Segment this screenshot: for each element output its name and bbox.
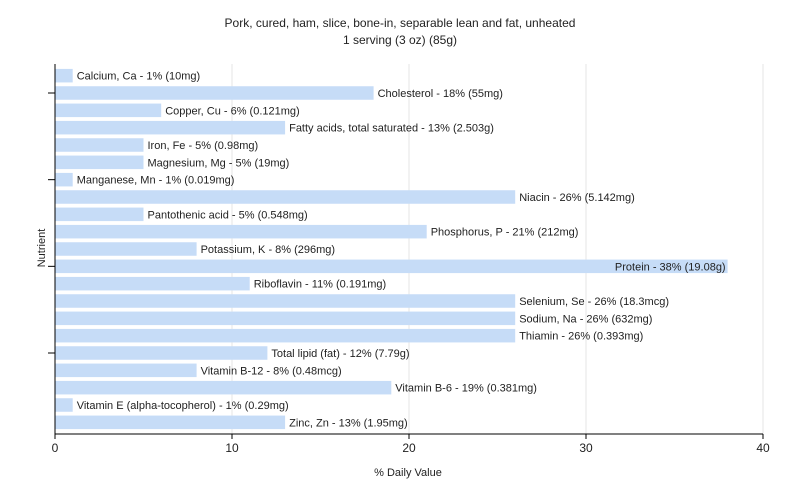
bar (55, 120, 286, 135)
bar-label: Zinc, Zn - 13% (1.95mg) (289, 417, 408, 429)
bar (55, 155, 144, 170)
bar-label: Niacin - 26% (5.142mg) (519, 192, 635, 204)
bar-label: Cholesterol - 18% (55mg) (378, 88, 503, 100)
bar (55, 276, 250, 291)
grid-lines (231, 64, 764, 434)
bar (55, 346, 268, 360)
bar-label: Potassium, K - 8% (296mg) (201, 244, 336, 256)
bar (55, 328, 516, 343)
bar-label: Iron, Fe - 5% (0.98mg) (148, 140, 259, 152)
x-tick-label: 20 (402, 441, 416, 455)
bar (55, 363, 197, 378)
x-tick-label: 0 (52, 441, 59, 455)
x-tick-label: 30 (579, 441, 593, 455)
axes-group (48, 64, 764, 439)
bar-label: Sodium, Na - 26% (632mg) (519, 313, 652, 325)
x-tick-labels: 0 10 20 30 40 (52, 441, 770, 455)
bar-label: Selenium, Se - 26% (18.3mcg) (519, 296, 669, 308)
x-axis-label: % Daily Value (374, 467, 442, 479)
x-tick-label: 40 (756, 441, 770, 455)
bar-label: Magnesium, Mg - 5% (19mg) (148, 157, 290, 169)
bar-label: Copper, Cu - 6% (0.121mg) (165, 105, 300, 117)
bar (55, 415, 286, 430)
bar (55, 398, 73, 412)
bar-label: Pantothenic acid - 5% (0.548mg) (148, 209, 308, 221)
bar (55, 68, 73, 83)
bar-label: Fatty acids, total saturated - 13% (2.50… (289, 123, 494, 135)
bar (55, 172, 73, 187)
bar (55, 380, 392, 395)
x-tick-label: 10 (225, 441, 239, 455)
bar-label: Protein - 38% (19.08g) (615, 261, 726, 273)
bar-label: Vitamin B-12 - 8% (0.48mcg) (201, 365, 342, 377)
bar-label: Phosphorus, P - 21% (212mg) (431, 227, 579, 239)
bars-group (55, 68, 728, 430)
bar (55, 294, 516, 308)
bar (55, 190, 516, 204)
chart-title: Pork, cured, ham, slice, bone-in, separa… (225, 16, 576, 30)
bar-label: Vitamin B-6 - 19% (0.381mg) (395, 383, 537, 395)
bar-label: Total lipid (fat) - 12% (7.79g) (271, 348, 409, 360)
bar (55, 259, 728, 274)
bar (55, 311, 516, 326)
bar-label: Manganese, Mn - 1% (0.019mg) (77, 175, 235, 187)
bar-labels-group: Calcium, Ca - 1% (10mg) Cholesterol - 18%… (77, 71, 726, 430)
bar (55, 103, 162, 118)
bar (55, 207, 144, 222)
bar (55, 138, 144, 152)
chart-subtitle: 1 serving (3 oz) (85g) (343, 33, 457, 47)
bar (55, 224, 427, 239)
bar-label: Calcium, Ca - 1% (10mg) (77, 71, 200, 83)
bar-label: Thiamin - 26% (0.393mg) (519, 331, 643, 343)
bar (55, 242, 197, 256)
y-axis-label: Nutrient (36, 229, 48, 268)
bar-label: Vitamin E (alpha-tocopherol) - 1% (0.29m… (77, 400, 289, 412)
bar (55, 86, 374, 100)
bar-label: Riboflavin - 11% (0.191mg) (254, 279, 386, 291)
